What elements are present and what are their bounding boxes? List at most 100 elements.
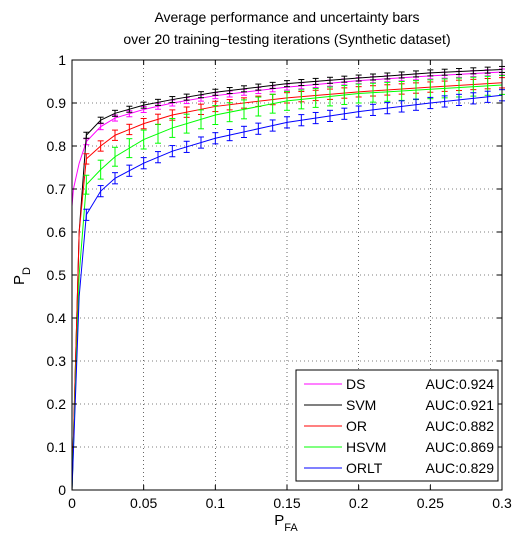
error-bar-orlt — [470, 92, 477, 105]
error-bar-svm — [327, 76, 333, 84]
error-bar-svm — [255, 83, 262, 91]
error-bar-orlt — [241, 125, 247, 138]
error-bar-orlt — [269, 119, 276, 132]
x-tick-label: 0.25 — [417, 495, 444, 511]
error-bar-orlt — [298, 114, 305, 127]
y-axis-label: PD — [11, 267, 33, 285]
error-bar-orlt — [355, 105, 362, 118]
error-bar-svm — [441, 68, 448, 76]
error-bar-hsvm — [198, 109, 204, 130]
error-bar-hsvm — [370, 82, 376, 103]
y-tick-label: 0.8 — [47, 138, 67, 154]
legend-auc: AUC:0.921 — [426, 397, 495, 413]
error-bar-orlt — [484, 90, 491, 103]
legend-item-hsvm: HSVM AUC:0.869 — [304, 439, 494, 455]
error-bar-svm — [312, 77, 319, 85]
error-bar-hsvm — [384, 81, 391, 102]
error-bar-svm — [456, 68, 462, 76]
error-bar-svm — [155, 98, 161, 106]
legend-auc: AUC:0.882 — [426, 418, 495, 434]
y-tick-label: 0.4 — [47, 310, 67, 326]
error-bar-orlt — [169, 145, 176, 158]
error-bar-orlt — [226, 128, 233, 142]
legend-label: SVM — [346, 397, 376, 413]
error-bar-orlt — [284, 116, 290, 129]
y-tick-label: 0.2 — [47, 396, 67, 412]
axis-ticks: 0 0.05 0.1 0.15 0.2 0.25 0.3 0 0.1 0.2 0.3 0.4 0.5 0.… — [47, 52, 512, 511]
error-bar-or — [112, 129, 118, 141]
error-bar-svm — [112, 109, 118, 117]
error-bar-svm — [484, 66, 491, 74]
plot-series — [71, 65, 505, 491]
error-bar-svm — [370, 73, 376, 81]
x-axis-label: PFA — [274, 512, 298, 533]
error-bar-or — [140, 117, 147, 130]
error-bar-svm — [169, 96, 176, 104]
x-tick-label: 0.15 — [273, 495, 300, 511]
x-axis-label-main: P — [274, 512, 284, 529]
y-tick-label: 0.7 — [47, 181, 67, 197]
legend-label: DS — [346, 376, 365, 392]
chart-title: Average performance and uncertainty bars — [154, 9, 419, 25]
error-bar-svm — [83, 131, 90, 139]
x-tick-label: 0.1 — [206, 495, 226, 511]
error-bar-svm — [284, 80, 290, 88]
legend-item-orlt: ORLT AUC:0.829 — [304, 460, 494, 476]
error-bar-svm — [212, 88, 219, 96]
legend-item-or: OR AUC:0.882 — [304, 418, 494, 434]
error-bar-orlt — [413, 98, 419, 111]
legend: DS AUC:0.924 SVM AUC:0.921 OR AUC:0.882 HSVM AU… — [295, 369, 499, 482]
x-axis-label-subscript: FA — [284, 522, 298, 533]
legend-label: OR — [346, 418, 367, 434]
error-bar-hsvm — [183, 113, 190, 134]
error-bar-or — [97, 140, 104, 152]
error-bar-svm — [140, 101, 147, 109]
error-bar-or — [155, 113, 161, 125]
error-bar-svm — [298, 79, 305, 87]
x-tick-label: 0.3 — [492, 495, 512, 511]
y-tick-label: 0.5 — [47, 267, 67, 283]
error-bar-orlt — [140, 157, 147, 170]
series-ds — [71, 68, 505, 207]
error-bar-svm — [427, 69, 434, 77]
error-bar-hsvm — [241, 99, 247, 120]
error-bar-svm — [241, 85, 247, 93]
error-bar-svm — [413, 70, 419, 78]
error-bar-orlt — [327, 109, 333, 122]
series-svm — [71, 65, 505, 491]
x-tick-label: 0.2 — [349, 495, 369, 511]
error-bar-hsvm — [355, 83, 362, 104]
error-bar-hsvm — [97, 159, 104, 180]
error-bar-hsvm — [255, 96, 262, 117]
error-bar-hsvm — [140, 129, 147, 150]
legend-item-svm: SVM AUC:0.921 — [304, 397, 494, 413]
error-bar-orlt — [126, 164, 133, 177]
error-bar-orlt — [97, 185, 104, 198]
error-bar-orlt — [83, 208, 90, 221]
error-bar-orlt — [255, 122, 262, 135]
error-bar-hsvm — [83, 174, 90, 195]
series-hsvm — [71, 74, 505, 491]
legend-auc: AUC:0.924 — [426, 376, 495, 392]
error-bar-hsvm — [341, 85, 348, 105]
error-bar-orlt — [427, 96, 434, 110]
error-bar-orlt — [155, 151, 161, 164]
error-bar-hsvm — [226, 102, 233, 123]
y-tick-label: 0.9 — [47, 95, 67, 111]
error-bar-orlt — [312, 111, 319, 125]
error-bar-svm — [355, 74, 362, 82]
error-bar-svm — [97, 116, 104, 124]
error-bar-orlt — [398, 100, 405, 113]
error-bar-svm — [183, 93, 190, 101]
y-tick-label: 0 — [58, 482, 66, 498]
error-bar-or — [126, 123, 133, 136]
y-axis-label-subscript: D — [21, 267, 33, 275]
error-bar-hsvm — [312, 87, 319, 108]
y-tick-label: 0.3 — [47, 353, 67, 369]
error-bar-svm — [198, 91, 204, 99]
error-bar-orlt — [370, 103, 376, 116]
error-bar-svm — [398, 71, 405, 79]
error-bar-orlt — [112, 172, 118, 185]
error-bar-orlt — [384, 102, 391, 115]
y-tick-label: 0.6 — [47, 224, 67, 240]
